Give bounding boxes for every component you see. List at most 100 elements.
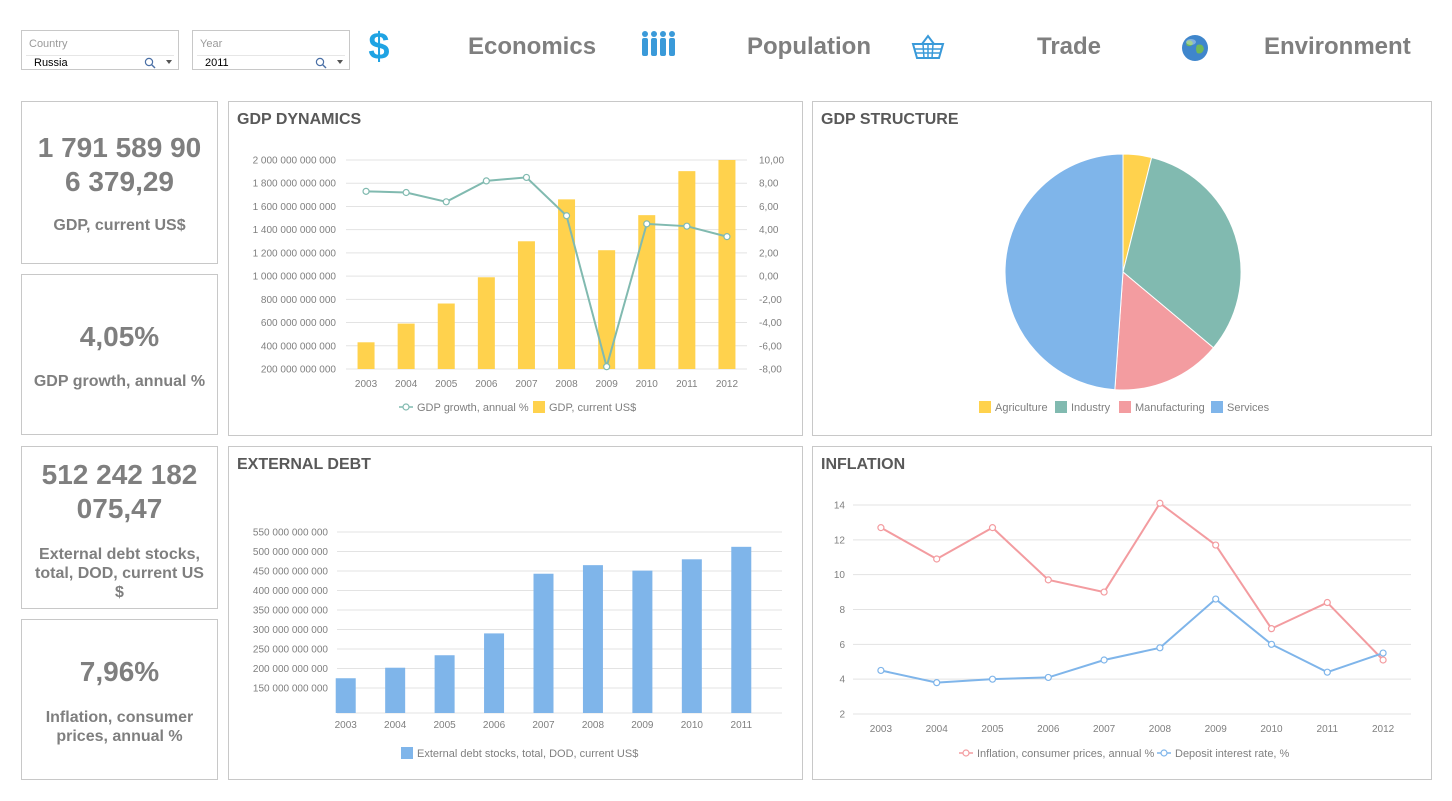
dollar-icon[interactable]: $ (364, 26, 394, 66)
search-icon[interactable] (315, 57, 327, 69)
deposit-rate-point (1100, 656, 1108, 664)
y-tick-label: 200 000 000 000 (253, 664, 329, 675)
inflation-point (1323, 598, 1331, 607)
external-debt-panel: EXTERNAL DEBT 550 000 000 000 500 000 000… (228, 446, 803, 780)
external-debt-title: EXTERNAL DEBT (237, 456, 371, 473)
kpi-gdp-value-line2: 6 379,29 (65, 166, 174, 197)
y-tick-label: 400 000 000 000 (253, 586, 329, 597)
country-filter-label: Country (29, 38, 68, 50)
y-tick-label: 10 (834, 570, 846, 581)
y-left-tick-label: 400 000 000 000 (261, 341, 337, 352)
x-tick-label: 2004 (384, 720, 407, 731)
debt-bar (335, 678, 356, 713)
kpi-inflation-value: 7,96% (79, 656, 160, 687)
x-tick-label: 2010 (636, 379, 659, 390)
x-tick-label: 2004 (395, 379, 418, 390)
x-tick-label: 2008 (582, 720, 605, 731)
legend-swatch-agriculture (979, 401, 991, 413)
y-left-tick-label: 2 000 000 000 000 (253, 156, 337, 167)
legend-label: Deposit interest rate, % (1175, 748, 1290, 760)
country-filter[interactable]: Country Russia (21, 30, 179, 70)
y-tick-label: 500 000 000 000 (253, 547, 329, 558)
legend-label-debt: External debt stocks, total, DOD, curren… (417, 748, 638, 760)
legend-label-manufacturing: Manufacturing (1135, 402, 1205, 414)
x-tick-label: 2011 (1317, 724, 1339, 735)
y-tick-label: 4 (839, 675, 845, 686)
x-tick-label: 2008 (555, 379, 578, 390)
debt-bar (681, 559, 702, 713)
x-tick-label: 2003 (355, 379, 378, 390)
x-tick-label: 2006 (483, 720, 506, 731)
gdp-structure-panel: GDP STRUCTURE Agriculture Industry Manufac… (812, 101, 1432, 436)
x-tick-label: 2010 (681, 720, 704, 731)
x-tick-label: 2005 (981, 724, 1004, 735)
year-filter-label: Year (200, 38, 223, 50)
inflation-point (1100, 588, 1108, 596)
gdp-bar (357, 342, 375, 369)
deposit-rate-line (880, 597, 1384, 684)
gdp-growth-point (723, 233, 731, 241)
legend-label-services: Services (1227, 402, 1270, 414)
x-tick-label: 2004 (926, 724, 949, 735)
y-left-tick-label: 1 400 000 000 000 (253, 225, 337, 236)
legend-label: Inflation, consumer prices, annual % (977, 748, 1155, 760)
gdp-bar (638, 215, 656, 369)
globe-icon[interactable] (1180, 33, 1210, 63)
x-tick-label: 2012 (1372, 724, 1395, 735)
people-icon[interactable] (640, 30, 678, 58)
x-tick-label: 2009 (1205, 724, 1228, 735)
x-tick-label: 2011 (676, 379, 698, 390)
nav-economics[interactable]: Economics (468, 33, 597, 60)
inflation-line (880, 501, 1384, 661)
y-right-tick-label: -4,00 (759, 318, 782, 329)
chevron-down-icon[interactable] (166, 60, 172, 64)
nav-population[interactable]: Population (747, 33, 871, 60)
nav-environment[interactable]: Environment (1264, 33, 1411, 60)
svg-text:$: $ (368, 26, 389, 66)
kpi-debt-value-line2: 075,47 (76, 493, 163, 524)
pie-slice-manufacturing (1114, 270, 1215, 391)
inflation-point (1044, 576, 1052, 584)
inflation-point (877, 524, 885, 532)
legend-marker (962, 749, 970, 757)
x-tick-label: 2007 (515, 379, 538, 390)
gdp-growth-point (683, 222, 691, 230)
x-tick-label: 2003 (870, 724, 893, 735)
y-right-tick-label: 4,00 (759, 225, 779, 236)
legend-label-agriculture: Agriculture (995, 402, 1048, 414)
gdp-growth-point (643, 220, 651, 228)
pie-slice-services (1004, 153, 1124, 391)
y-right-tick-label: 8,00 (759, 179, 779, 190)
year-filter-value[interactable]: 2011 (197, 55, 345, 70)
gdp-bar (558, 199, 576, 369)
y-tick-label: 450 000 000 000 (253, 567, 329, 578)
legend-swatch-debt (401, 747, 413, 759)
basket-icon[interactable] (911, 34, 945, 60)
pie-slice-industry (1122, 156, 1242, 349)
gdp-growth-line (366, 176, 728, 371)
search-icon[interactable] (144, 57, 156, 69)
chevron-down-icon[interactable] (337, 60, 343, 64)
y-right-tick-label: -6,00 (759, 341, 782, 352)
y-tick-label: 550 000 000 000 (253, 528, 329, 539)
legend-swatch-manufacturing (1119, 401, 1131, 413)
y-tick-label: 150 000 000 000 (253, 684, 329, 695)
y-tick-label: 300 000 000 000 (253, 625, 329, 636)
gdp-growth-point (482, 177, 490, 185)
inflation-point (933, 555, 941, 563)
legend-swatch-industry (1055, 401, 1067, 413)
year-filter[interactable]: Year 2011 (192, 30, 350, 70)
country-filter-value[interactable]: Russia (26, 55, 174, 70)
x-tick-label: 2007 (532, 720, 555, 731)
gdp-structure-chart: Agriculture Industry Manufacturing Services (979, 153, 1270, 414)
y-left-tick-label: 200 000 000 000 (261, 365, 337, 376)
gdp-bar (477, 277, 495, 369)
nav-trade[interactable]: Trade (1037, 33, 1102, 60)
external-debt-chart: 550 000 000 000 500 000 000 000 450 000 00… (253, 528, 782, 760)
y-left-tick-label: 600 000 000 000 (261, 318, 337, 329)
x-tick-label: 2005 (433, 720, 456, 731)
inflation-point (1267, 625, 1276, 633)
y-left-tick-label: 1 000 000 000 000 (253, 272, 337, 283)
debt-bar (731, 546, 752, 713)
y-right-tick-label: -2,00 (759, 295, 782, 306)
